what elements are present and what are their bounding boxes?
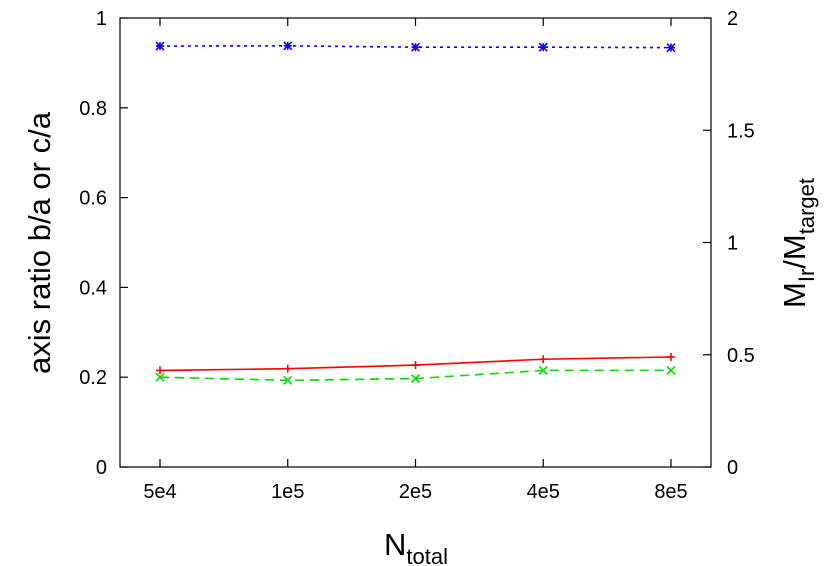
y-tick-label: 0.8: [79, 98, 107, 120]
x-tick-label: 5e4: [143, 481, 176, 503]
data-point: [539, 355, 548, 364]
y2-title-sub2: target: [794, 178, 819, 234]
data-point: [538, 365, 548, 376]
data-point: [283, 364, 292, 373]
axis-ticks: 0 0.2 0.4 0.6 0.8 1 0 0.5 1 1.5 2 5e4 1e5 2e5 4e5 8e5: [79, 8, 755, 503]
series-2: [155, 365, 676, 385]
data-point: [283, 41, 293, 51]
x-axis-title: Ntotal: [384, 527, 448, 566]
x-tick-label: 1e5: [271, 481, 304, 503]
data-point: [411, 361, 420, 370]
data-point: [410, 42, 421, 52]
series-1: [156, 352, 675, 375]
data-point: [156, 366, 164, 375]
data-point: [666, 365, 676, 376]
y2-title-sep: /M: [777, 234, 812, 268]
y-tick-label: 1: [96, 8, 107, 30]
y2-tick-label: 0.5: [727, 345, 755, 367]
x-tick-label: 4e5: [527, 481, 560, 503]
plot-border: [119, 17, 712, 468]
data-point: [538, 42, 548, 52]
data-point: [155, 372, 165, 382]
y2-title-main: M: [777, 282, 812, 308]
x-title-sub: total: [406, 544, 448, 566]
y2-tick-label: 0: [727, 457, 738, 479]
series-line: [159, 45, 672, 49]
series-layer: [155, 41, 676, 385]
x-tick-label: 8e5: [654, 481, 687, 503]
data-point: [410, 373, 421, 384]
y2-tick-label: 1.5: [727, 120, 755, 142]
y-axis-title: axis ratio b/a or c/a: [22, 111, 57, 374]
y2-axis-title: MIr/Mtarget: [777, 178, 819, 308]
data-point: [283, 375, 293, 385]
data-point: [667, 352, 675, 361]
y2-title-sub1: Ir: [794, 269, 819, 282]
plot-frame: [119, 17, 712, 468]
series-3: [155, 41, 676, 53]
y2-tick-label: 1: [727, 233, 738, 255]
y-tick-label: 0.2: [79, 367, 107, 389]
x-tick-label: 2e5: [399, 481, 432, 503]
y-tick-label: 0.6: [79, 188, 107, 210]
y-tick-label: 0: [96, 457, 107, 479]
x-title-main: N: [384, 527, 406, 562]
data-point: [666, 43, 676, 53]
y-tick-label: 0.4: [79, 277, 107, 299]
y2-tick-label: 2: [727, 8, 738, 30]
data-point: [155, 41, 165, 51]
